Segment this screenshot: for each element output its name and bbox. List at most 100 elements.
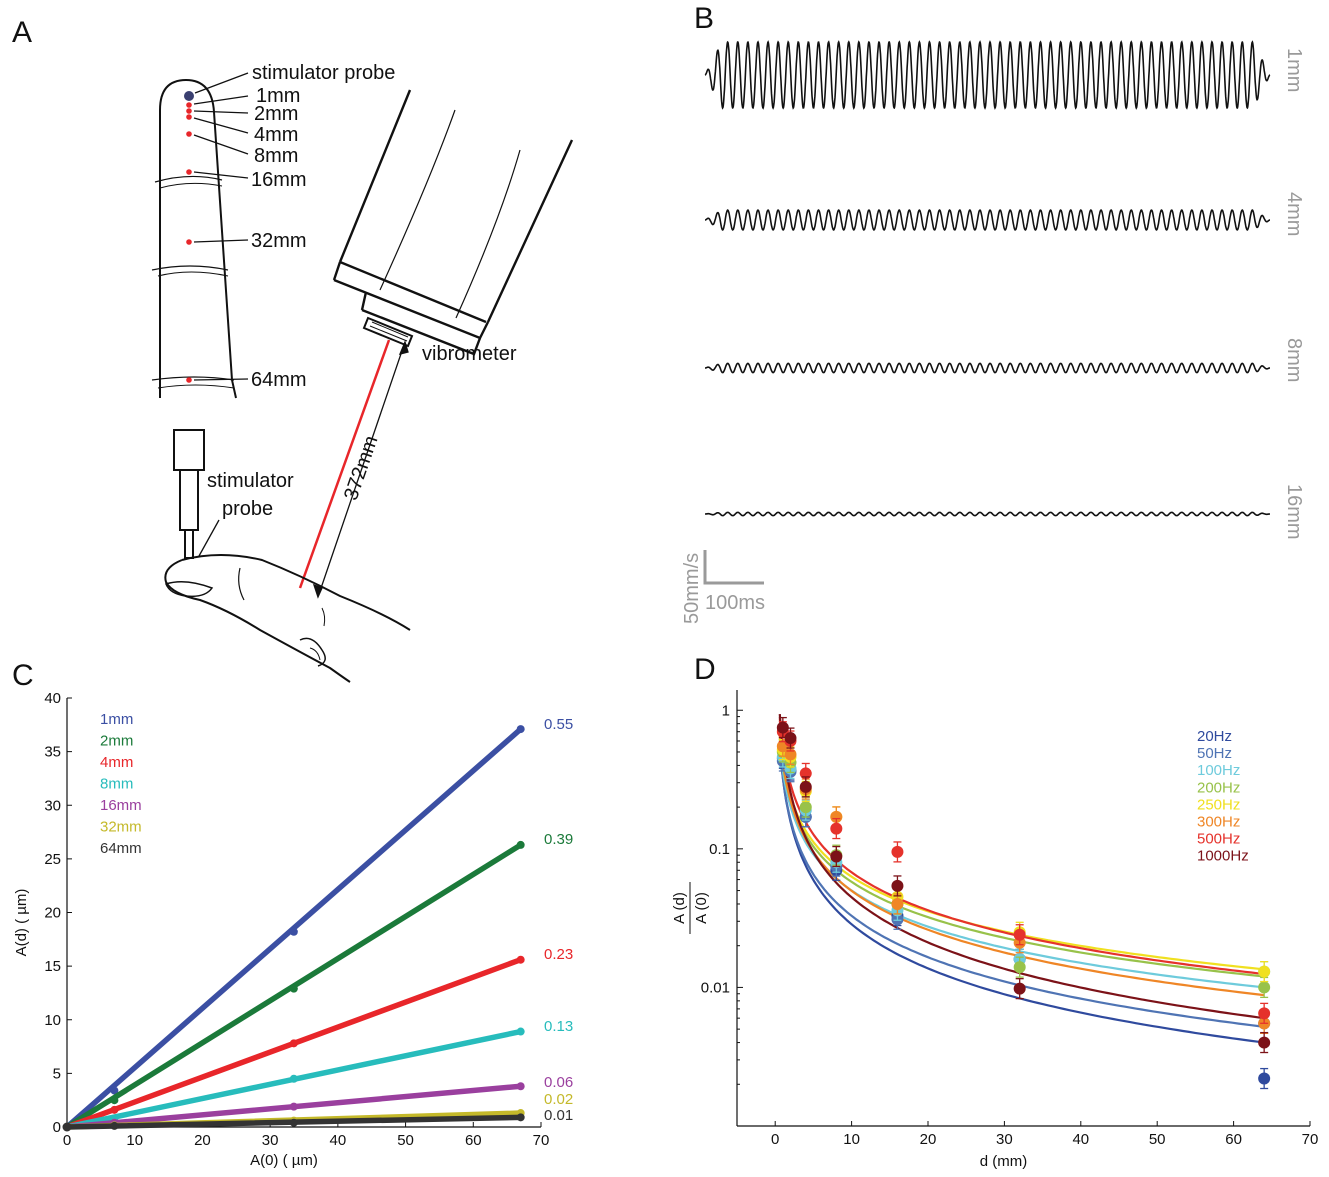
trace-label-1mm: 1mm — [1283, 48, 1305, 92]
x-tick-label: 0 — [771, 1131, 779, 1148]
y-axis-label: A (d) A (0) — [671, 882, 710, 934]
y-tick-label: 15 — [44, 958, 61, 975]
slope-label-32mm: 0.02 — [544, 1091, 573, 1108]
point-4mm — [110, 1105, 119, 1114]
point-16mm — [289, 1102, 298, 1111]
finger-labels: stimulator probe 1mm 2mm 4mm 8mm 16mm 32… — [251, 62, 395, 391]
point-4mm — [289, 1039, 298, 1048]
x-tick-label: 50 — [397, 1132, 414, 1149]
finger-diagram — [151, 78, 237, 399]
legend-250Hz: 250Hz — [1197, 796, 1240, 813]
fit-200Hz — [778, 738, 1265, 978]
y-tick-label: 20 — [44, 905, 61, 922]
trace-8mm — [705, 362, 1270, 374]
scale-bar — [703, 550, 764, 585]
legend-16mm: 16mm — [100, 797, 142, 814]
label-probe-line1: stimulator — [207, 470, 294, 492]
point-250Hz — [1258, 965, 1271, 978]
y-tick-label: 0 — [53, 1119, 61, 1136]
label-2mm: 2mm — [254, 103, 298, 125]
label-16mm: 16mm — [251, 169, 307, 191]
fit-500Hz — [778, 718, 1265, 976]
point-64mm — [186, 377, 192, 383]
legend-1000Hz: 1000Hz — [1197, 848, 1249, 865]
trace-4mm — [705, 209, 1270, 231]
x-tick-label: 70 — [1302, 1131, 1319, 1148]
point-2mm — [110, 1096, 119, 1105]
slope-label-8mm: 0.13 — [544, 1018, 573, 1035]
distance-arrow — [312, 340, 409, 599]
fit-20Hz — [778, 744, 1265, 1044]
legend-64mm: 64mm — [100, 840, 142, 857]
point-1000Hz — [784, 732, 797, 745]
panel-label-d: D — [694, 653, 716, 686]
point-1000Hz — [1258, 1036, 1271, 1049]
point-1mm — [186, 102, 192, 108]
label-8mm: 8mm — [254, 145, 298, 167]
panel-label-a: A — [12, 16, 32, 49]
slope-label-2mm: 0.39 — [544, 831, 573, 848]
point-16mm — [186, 169, 192, 175]
legend-500Hz: 500Hz — [1197, 831, 1240, 848]
point-64mm — [516, 1113, 525, 1122]
point-8mm — [289, 1074, 298, 1083]
label-64mm: 64mm — [251, 369, 307, 391]
point-1000Hz — [1013, 982, 1026, 995]
trace-16mm — [705, 511, 1270, 517]
label-32mm: 32mm — [251, 230, 307, 252]
laser-beam — [298, 339, 391, 589]
probe-leader — [198, 519, 220, 557]
x-tick-label: 60 — [1225, 1131, 1242, 1148]
point-4mm — [516, 955, 525, 964]
leader-lines — [193, 72, 249, 381]
legend-20Hz: 20Hz — [1197, 728, 1232, 745]
x-tick-label: 10 — [126, 1132, 143, 1149]
point-1000Hz — [830, 850, 843, 863]
y-tick-label: 35 — [44, 744, 61, 761]
stimulator-probe — [173, 429, 205, 559]
chart-d: 0 10 20 30 40 50 60 70 1 0.1 0.01 d (mm) A (d) A (0) 2… — [671, 690, 1318, 1170]
label-stimulator-probe: stimulator probe — [252, 62, 395, 84]
label-4mm: 4mm — [254, 124, 298, 146]
y-tick-label: 1 — [722, 702, 730, 719]
x-tick-label: 20 — [194, 1132, 211, 1149]
point-1mm — [289, 927, 298, 936]
point-300Hz — [891, 897, 904, 910]
slope-label-4mm: 0.23 — [544, 946, 573, 963]
point-1000Hz — [891, 879, 904, 892]
scale-label-time: 100ms — [705, 592, 765, 614]
x-tick-label: 20 — [920, 1131, 937, 1148]
point-500Hz — [830, 822, 843, 835]
point-1mm — [516, 725, 525, 734]
x-tick-label: 30 — [262, 1132, 279, 1149]
y-tick-label: 30 — [44, 797, 61, 814]
point-32mm — [186, 239, 192, 245]
y-tick-label: 25 — [44, 851, 61, 868]
legend-8mm: 8mm — [100, 776, 133, 793]
legend-100Hz: 100Hz — [1197, 762, 1240, 779]
legend-1mm: 1mm — [100, 711, 133, 728]
point-1000Hz — [776, 721, 789, 734]
legend-32mm: 32mm — [100, 819, 142, 836]
point-8mm — [516, 1027, 525, 1036]
x-axis-label: A(0) ( µm) — [250, 1152, 318, 1169]
legend-300Hz: 300Hz — [1197, 814, 1240, 831]
point-200Hz — [1013, 961, 1026, 974]
x-tick-label: 50 — [1149, 1131, 1166, 1148]
point-200Hz — [799, 801, 812, 814]
vibrometer-device — [332, 89, 574, 356]
y-tick-label: 0.1 — [709, 841, 730, 858]
point-1mm — [110, 1086, 119, 1095]
x-tick-label: 40 — [330, 1132, 347, 1149]
y-tick-label: 0.01 — [701, 979, 730, 996]
x-tick-label: 10 — [843, 1131, 860, 1148]
hand-drawing — [164, 554, 411, 683]
panel-label-c: C — [12, 659, 34, 692]
probe-point — [184, 91, 194, 101]
y-tick-label: 10 — [44, 1012, 61, 1029]
chart-c: 0 10 20 30 40 50 60 70 0 5 10 15 20 25 30 35 40 A(0) ( µm… — [13, 690, 573, 1169]
slope-label-16mm: 0.06 — [544, 1074, 573, 1091]
x-tick-label: 70 — [533, 1132, 550, 1149]
y-label-numerator: A (d) — [671, 892, 688, 924]
